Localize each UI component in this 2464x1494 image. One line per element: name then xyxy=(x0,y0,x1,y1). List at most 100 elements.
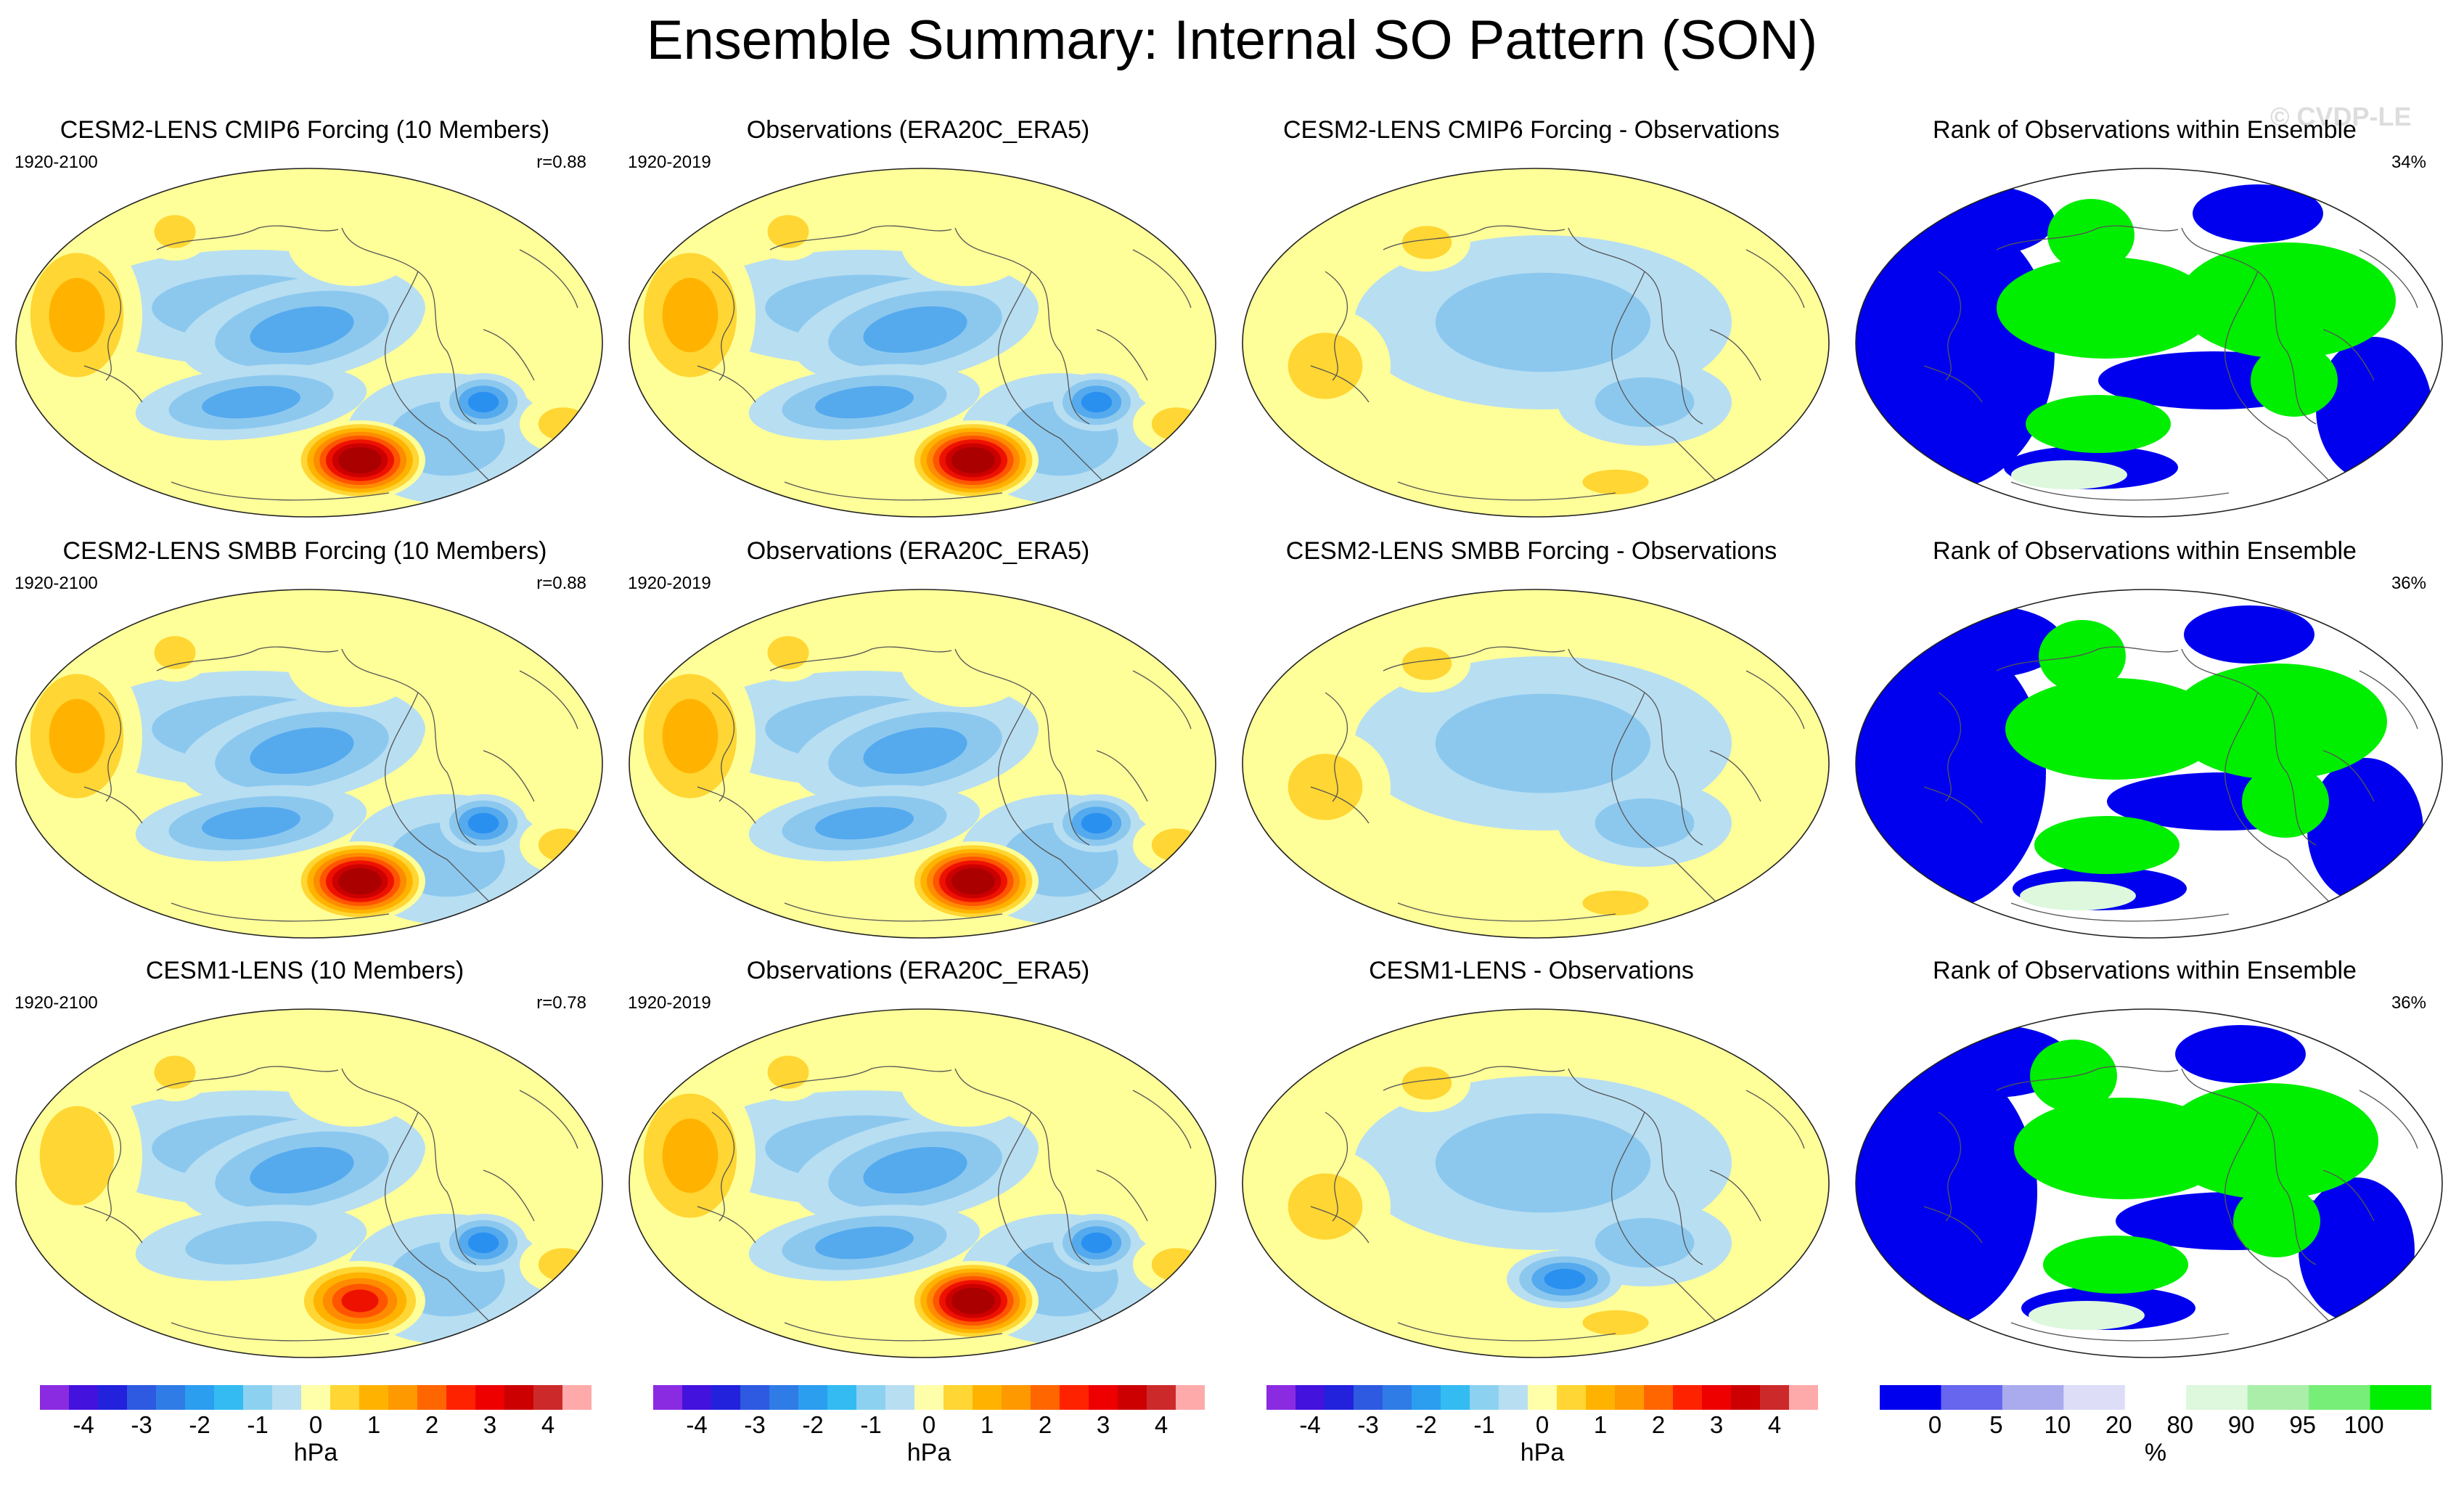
diff-north-high xyxy=(1383,1054,1470,1112)
rank-colorbar-swatch xyxy=(1941,1385,2003,1410)
colorbar-swatch xyxy=(711,1385,741,1410)
panel-title: Observations (ERA20C_ERA5) xyxy=(746,116,1090,144)
coastlines xyxy=(1923,1066,2418,1342)
colorbar-tick-label: -3 xyxy=(131,1411,152,1438)
rank-colorbar-tick-label: 10 xyxy=(2044,1411,2071,1438)
coastlines xyxy=(83,1066,578,1342)
north-high xyxy=(752,1043,824,1101)
colorbar-swatch xyxy=(1760,1385,1790,1410)
map xyxy=(625,1003,1223,1363)
coastline xyxy=(711,271,735,381)
field xyxy=(16,1009,602,1358)
rank-region-low-east xyxy=(2316,337,2432,482)
rank-percent-label: 36% xyxy=(2391,993,2426,1013)
south-atlantic-low-level xyxy=(1081,812,1113,834)
coastline xyxy=(2224,271,2288,439)
panel-model-row2: CESM2-LENS SMBB Forcing (10 Members) 1920… xyxy=(0,537,610,944)
map xyxy=(625,163,1223,523)
colorbar-swatch xyxy=(446,1385,476,1410)
indo-high xyxy=(16,228,142,402)
diff-south-high xyxy=(1558,460,1674,504)
coastline xyxy=(1060,859,1105,904)
period-label: 1920-2100 xyxy=(15,573,98,593)
panel-obs-row2: Observations (ERA20C_ERA5) 1920-2019 xyxy=(613,537,1223,944)
colorbar-tick-label: 0 xyxy=(308,1411,323,1438)
diff-north-high xyxy=(1383,213,1470,272)
indo-high-level xyxy=(49,277,105,353)
coastline xyxy=(1568,1068,1703,1265)
coastline xyxy=(769,646,952,672)
colorbar-tick-label: 1 xyxy=(1593,1411,1608,1438)
diff-low-2-level xyxy=(1595,1217,1695,1268)
field xyxy=(1243,168,1829,517)
rank-region-high-east xyxy=(2242,765,2329,838)
map xyxy=(12,163,610,523)
colorbar-swatch xyxy=(1176,1385,1205,1410)
south-atlantic-low xyxy=(1053,373,1140,431)
map-svg xyxy=(15,589,603,939)
diff-north-high-level xyxy=(1401,1066,1452,1100)
coastlines xyxy=(1923,646,2418,922)
north-high-level xyxy=(154,215,196,248)
coastline xyxy=(2010,481,2230,501)
coastline xyxy=(2010,902,2230,922)
coastline xyxy=(711,692,735,802)
coastline xyxy=(1611,271,1674,439)
coastline xyxy=(1310,1206,1370,1244)
period-label: 1920-2100 xyxy=(15,152,98,172)
southern-low xyxy=(135,785,367,862)
coastline xyxy=(2322,750,2375,802)
coastline xyxy=(1383,225,1565,250)
amundsen-high xyxy=(295,420,425,500)
rank-region-low-north-west xyxy=(1904,605,2063,678)
colorbar-tick-label: 4 xyxy=(1767,1411,1782,1438)
map-outline xyxy=(1855,589,2443,939)
colorbar-swatch xyxy=(330,1385,360,1410)
north-high-level xyxy=(154,1056,196,1089)
coastline xyxy=(1709,1170,1761,1222)
rank-colorbar: 0 5 10 20 80 90 95 100 % xyxy=(1880,1385,2431,1494)
north-high-level xyxy=(767,1056,809,1089)
panel-model-row3: CESM1-LENS (10 Members) 1920-2100 r=0.78 xyxy=(0,957,610,1363)
rank-percent-label: 34% xyxy=(2391,152,2426,172)
field xyxy=(16,168,602,517)
coastline xyxy=(2322,1170,2375,1222)
map-svg xyxy=(15,1008,603,1358)
coastline xyxy=(1325,692,1348,802)
rank-region-high-south xyxy=(2034,816,2179,874)
colorbar-swatches xyxy=(40,1385,592,1410)
indo-high xyxy=(16,649,142,823)
period-label: 1920-2019 xyxy=(628,993,711,1013)
indo-high-level xyxy=(662,1118,719,1193)
amundsen-high-level xyxy=(957,451,989,470)
rank-region-high-north xyxy=(2039,620,2126,693)
coastline xyxy=(483,329,535,381)
diff-low-2-level xyxy=(1595,798,1695,849)
rank-region-high-pacific xyxy=(2005,678,2223,780)
field xyxy=(16,589,602,938)
panel-diff-row3: CESM1-LENS - Observations xyxy=(1227,957,1836,1363)
diff-south-high xyxy=(1558,1301,1674,1344)
coastline xyxy=(1745,670,1805,730)
coastline xyxy=(1709,329,1761,381)
diff-north-high-level xyxy=(1401,647,1452,680)
colorbar-tick-label: -4 xyxy=(686,1411,708,1438)
southern-low xyxy=(748,364,981,441)
map xyxy=(1238,584,1836,944)
rank-region-low-north xyxy=(2193,184,2323,242)
southern-low-level xyxy=(185,1221,317,1265)
amundsen-high xyxy=(908,420,1039,500)
panel-title: CESM1-LENS (10 Members) xyxy=(145,957,464,984)
coastline xyxy=(1709,750,1761,802)
colorbar-tick-label: -1 xyxy=(1473,1411,1495,1438)
colorbar-swatch xyxy=(1325,1385,1354,1410)
map xyxy=(1851,1003,2449,1363)
colorbar-ticks: -4 -3 -2 -1 0 1 2 3 4 xyxy=(1266,1411,1818,1440)
pacific-low-core-level xyxy=(250,1146,354,1194)
diff-south-low-level xyxy=(1544,1268,1586,1290)
colorbar-tick-label: 4 xyxy=(541,1411,555,1438)
diff-north-high-level xyxy=(1401,226,1452,259)
pacific-low-core xyxy=(793,275,1037,384)
east-high-level xyxy=(1151,407,1202,441)
south-atlantic-low-level xyxy=(467,1232,499,1254)
